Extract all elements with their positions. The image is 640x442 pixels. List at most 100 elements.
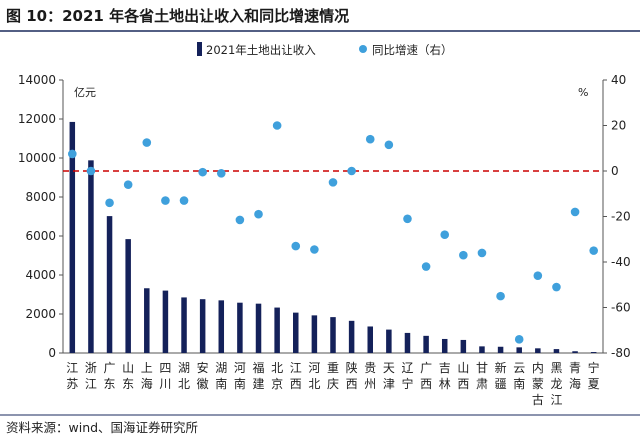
bar <box>553 349 560 353</box>
category-label: 吉 <box>439 361 451 375</box>
growth-dot <box>403 214 412 224</box>
bar <box>386 329 392 353</box>
growth-dot <box>328 178 338 187</box>
category-label: 南 <box>215 376 227 391</box>
growth-dot <box>68 149 77 159</box>
category-label: 北 <box>271 361 283 375</box>
growth-dot <box>552 282 561 292</box>
legend: 2021年土地出让收入 同比增速（右） <box>197 42 453 57</box>
bar <box>106 216 113 353</box>
category-label: 青 <box>569 361 581 375</box>
right-tick-label: 0 <box>611 164 619 178</box>
right-tick-label: -80 <box>611 346 631 360</box>
category-label: 江 <box>85 377 97 391</box>
category-label: 蒙 <box>532 377 544 391</box>
category-label: 建 <box>253 377 265 391</box>
right-tick-label: -40 <box>611 255 631 269</box>
left-tick-label: 6000 <box>25 229 56 243</box>
category-label: 陕 <box>346 360 358 375</box>
growth-dot <box>254 209 263 219</box>
category-label: 黑 <box>550 361 562 375</box>
category-label: 林 <box>439 377 451 391</box>
left-tick-label: 0 <box>48 346 56 360</box>
category-label: 重 <box>327 361 339 375</box>
category-label: 龙 <box>550 377 562 391</box>
left-tick-label: 4000 <box>25 268 56 282</box>
category-label: 南 <box>234 376 246 391</box>
growth-dot <box>161 196 170 205</box>
bar <box>199 299 206 353</box>
category-label: 浙 <box>85 361 97 375</box>
category-label: 江 <box>290 361 302 375</box>
bar <box>497 346 504 353</box>
bar <box>423 335 429 353</box>
growth-dot <box>459 250 468 260</box>
left-tick-label: 2000 <box>25 307 56 321</box>
bar <box>479 346 485 353</box>
category-label: 西 <box>346 377 358 391</box>
category-label: 夏 <box>588 377 600 391</box>
growth-dot <box>235 215 245 225</box>
growth-dot <box>496 291 505 301</box>
right-tick-label: 40 <box>611 73 626 87</box>
category-label: 北 <box>178 377 190 391</box>
right-axis-unit: % <box>578 86 588 99</box>
bar <box>181 297 187 353</box>
growth-dot <box>105 198 114 208</box>
category-label: 广 <box>420 361 432 375</box>
category-label: 内 <box>532 361 544 375</box>
category-label: 疆 <box>495 377 507 391</box>
bar <box>218 300 225 353</box>
category-label: 东 <box>104 377 116 391</box>
category-label: 津 <box>383 377 395 391</box>
category-label: 贵 <box>364 361 376 375</box>
growth-dot <box>589 246 598 255</box>
category-label: 湖 <box>215 360 227 375</box>
category-label: 南 <box>513 376 525 391</box>
bar <box>404 332 411 353</box>
growth-dot <box>440 230 450 239</box>
legend-bar-swatch <box>197 42 202 56</box>
category-label: 肃 <box>476 377 488 391</box>
category-label: 辽 <box>401 361 413 375</box>
growth-dot <box>272 121 282 130</box>
growth-dot <box>123 180 133 189</box>
category-label: 山 <box>122 361 134 375</box>
category-label: 山 <box>457 361 469 375</box>
growth-dot <box>514 335 524 344</box>
category-label: 东 <box>122 377 134 391</box>
figure-title: 图 10：2021 年各省土地出让收入和同比增速情况 <box>6 7 349 25</box>
growth-dot <box>421 262 431 271</box>
category-label: 宁 <box>401 376 413 391</box>
category-label: 上 <box>141 361 153 375</box>
bar <box>125 239 131 353</box>
bar <box>460 339 467 353</box>
category-label: 安 <box>197 360 209 375</box>
growth-dot <box>198 167 207 177</box>
category-label: 新 <box>495 360 507 375</box>
bar <box>311 315 318 353</box>
category-label: 古 <box>532 392 544 407</box>
source-note: 资料来源：wind、国海证券研究所 <box>6 420 198 435</box>
category-label: 西 <box>457 377 469 391</box>
growth-dot <box>179 196 189 205</box>
category-label: 江 <box>550 393 562 407</box>
bar <box>590 352 597 353</box>
left-tick-label: 10000 <box>18 151 56 165</box>
bar <box>293 312 299 353</box>
category-label: 天 <box>383 361 395 375</box>
bar <box>162 290 169 353</box>
category-label: 西 <box>420 377 432 391</box>
bar <box>441 338 448 353</box>
legend-dot-label: 同比增速（右） <box>372 43 453 57</box>
growth-dot <box>86 166 96 176</box>
growth-dot <box>384 140 394 150</box>
bar <box>274 307 280 353</box>
category-label: 河 <box>234 361 246 375</box>
growth-dot <box>477 248 487 258</box>
right-tick-label: 20 <box>611 119 626 133</box>
category-label: 广 <box>104 361 116 375</box>
category-label: 甘 <box>476 361 488 375</box>
